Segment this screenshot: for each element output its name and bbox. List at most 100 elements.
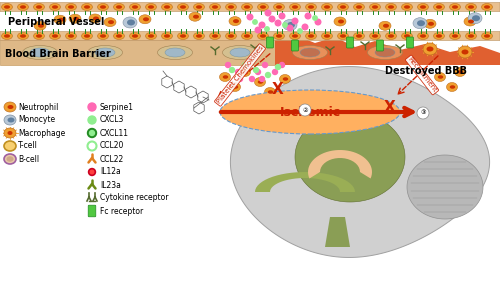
FancyBboxPatch shape <box>292 40 298 51</box>
Ellipse shape <box>22 45 58 60</box>
Ellipse shape <box>338 3 348 10</box>
Circle shape <box>259 22 265 28</box>
Text: Serpine1: Serpine1 <box>100 103 134 111</box>
Ellipse shape <box>123 17 137 28</box>
Ellipse shape <box>108 20 114 24</box>
Circle shape <box>299 104 311 116</box>
Ellipse shape <box>292 5 298 9</box>
Circle shape <box>276 64 280 69</box>
Polygon shape <box>308 150 372 178</box>
Circle shape <box>230 68 234 72</box>
Ellipse shape <box>69 14 81 23</box>
Ellipse shape <box>375 48 395 57</box>
Circle shape <box>236 69 240 75</box>
Ellipse shape <box>230 83 240 91</box>
Ellipse shape <box>116 34 122 38</box>
Circle shape <box>265 10 271 16</box>
Circle shape <box>242 63 248 68</box>
Ellipse shape <box>283 19 297 30</box>
Text: Ischemic: Ischemic <box>280 106 340 119</box>
Ellipse shape <box>18 3 28 10</box>
Ellipse shape <box>404 34 410 38</box>
FancyBboxPatch shape <box>88 205 96 217</box>
Ellipse shape <box>466 3 476 10</box>
Ellipse shape <box>82 3 92 10</box>
Ellipse shape <box>233 19 239 23</box>
Ellipse shape <box>276 34 282 38</box>
Ellipse shape <box>210 3 220 10</box>
Ellipse shape <box>8 131 12 135</box>
Ellipse shape <box>268 90 273 94</box>
Ellipse shape <box>468 34 474 38</box>
Ellipse shape <box>340 5 346 9</box>
Ellipse shape <box>212 5 218 9</box>
Circle shape <box>262 63 268 68</box>
Ellipse shape <box>468 13 482 24</box>
Text: Destroyed BBB: Destroyed BBB <box>385 66 467 76</box>
Ellipse shape <box>4 102 16 112</box>
Ellipse shape <box>446 83 458 91</box>
Circle shape <box>90 170 94 174</box>
Ellipse shape <box>210 33 220 40</box>
Ellipse shape <box>223 75 228 79</box>
Ellipse shape <box>143 17 149 21</box>
Ellipse shape <box>95 48 115 57</box>
Ellipse shape <box>34 21 46 30</box>
Ellipse shape <box>165 48 185 57</box>
Ellipse shape <box>58 18 64 22</box>
Ellipse shape <box>423 43 437 55</box>
Circle shape <box>283 23 287 27</box>
Circle shape <box>88 169 96 176</box>
Ellipse shape <box>8 118 14 122</box>
Ellipse shape <box>212 34 218 38</box>
Ellipse shape <box>418 3 428 10</box>
Ellipse shape <box>68 5 74 9</box>
Circle shape <box>88 129 96 138</box>
Ellipse shape <box>132 34 138 38</box>
Ellipse shape <box>324 34 330 38</box>
Ellipse shape <box>386 3 396 10</box>
Circle shape <box>250 76 254 81</box>
Ellipse shape <box>52 5 58 9</box>
Ellipse shape <box>4 128 16 138</box>
Circle shape <box>265 27 269 31</box>
Text: ②: ② <box>302 107 308 112</box>
Text: Fc receptor: Fc receptor <box>100 207 144 216</box>
Ellipse shape <box>418 33 428 40</box>
Ellipse shape <box>386 33 396 40</box>
Ellipse shape <box>274 33 284 40</box>
Ellipse shape <box>52 34 58 38</box>
Ellipse shape <box>243 70 248 74</box>
Ellipse shape <box>438 75 444 79</box>
Ellipse shape <box>18 33 28 40</box>
Circle shape <box>305 13 311 19</box>
Ellipse shape <box>89 14 101 23</box>
Ellipse shape <box>196 5 202 9</box>
Ellipse shape <box>484 5 490 9</box>
Circle shape <box>238 76 242 81</box>
Ellipse shape <box>240 68 250 76</box>
Ellipse shape <box>193 15 199 19</box>
Ellipse shape <box>20 34 26 38</box>
Ellipse shape <box>100 5 106 9</box>
Ellipse shape <box>50 3 60 10</box>
Ellipse shape <box>484 34 490 38</box>
Ellipse shape <box>290 3 300 10</box>
Ellipse shape <box>450 33 460 40</box>
Polygon shape <box>295 112 405 202</box>
Ellipse shape <box>100 34 106 38</box>
Ellipse shape <box>372 5 378 9</box>
Circle shape <box>246 63 250 68</box>
Circle shape <box>315 19 321 25</box>
Text: X: X <box>384 99 396 115</box>
Ellipse shape <box>260 34 266 38</box>
Ellipse shape <box>402 33 412 40</box>
Ellipse shape <box>413 18 427 29</box>
Text: CXCL11: CXCL11 <box>100 129 129 138</box>
Ellipse shape <box>462 49 468 55</box>
Ellipse shape <box>322 33 332 40</box>
Bar <box>0 40 275 65</box>
Ellipse shape <box>226 33 236 40</box>
Ellipse shape <box>8 105 14 109</box>
Ellipse shape <box>4 115 16 125</box>
